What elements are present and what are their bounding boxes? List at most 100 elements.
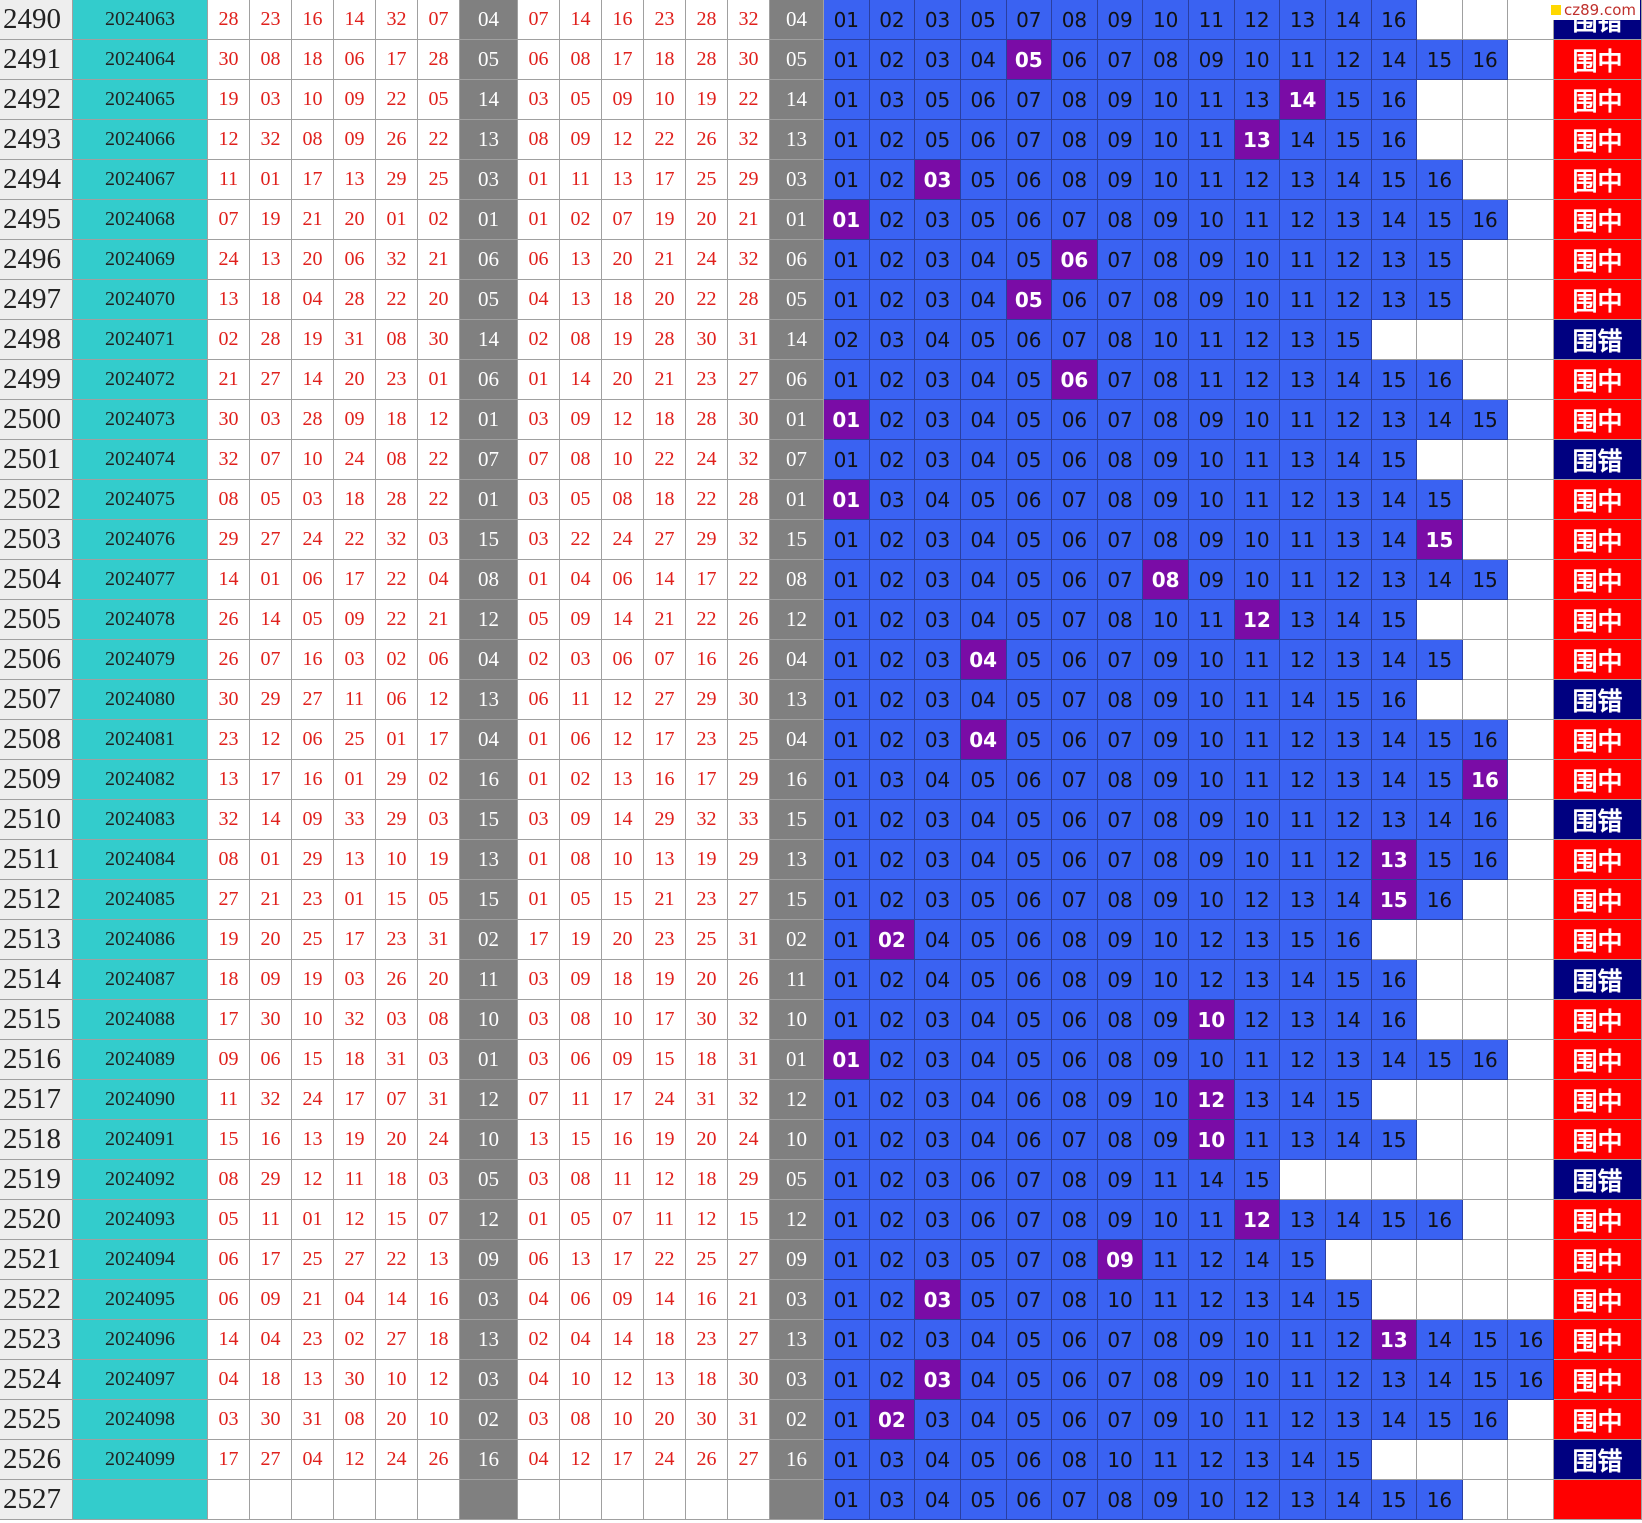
draw-number: 11 xyxy=(334,680,376,720)
watermark-text: cz89.com xyxy=(1563,1,1636,19)
sorted-number: 19 xyxy=(686,840,728,880)
candidate-hit: 10 xyxy=(1189,1000,1235,1040)
candidate-number: 15 xyxy=(1325,1080,1372,1120)
result-badge: 围中 xyxy=(1554,1200,1642,1240)
draw-number: 32 xyxy=(376,240,418,280)
sorted-number: 16 xyxy=(644,760,686,800)
sorted-number: 06 xyxy=(602,640,644,680)
candidate-number: 14 xyxy=(1417,800,1463,840)
draw-number: 10 xyxy=(418,1400,460,1440)
sorted-number: 24 xyxy=(686,240,728,280)
draw-number: 08 xyxy=(334,1400,376,1440)
draw-number: 18 xyxy=(334,1040,376,1080)
sorted-number: 24 xyxy=(644,1080,686,1120)
sorted-number: 05 xyxy=(560,80,602,120)
candidate-number: 09 xyxy=(1097,160,1144,200)
special-number: 11 xyxy=(460,960,518,1000)
candidate-number: 01 xyxy=(824,680,870,720)
sorted-number: 30 xyxy=(728,680,770,720)
draw-number: 09 xyxy=(334,120,376,160)
candidate-number: 09 xyxy=(1143,720,1189,760)
row-number: 2503 xyxy=(0,520,73,560)
candidate-number: 04 xyxy=(960,520,1007,560)
table-row: 2511 2024084 08 01 29 13 10 19 13 01 08 10 13 19 29 13 0… xyxy=(0,840,1642,880)
special-number: 04 xyxy=(460,0,518,40)
draw-number: 05 xyxy=(208,1200,250,1240)
sorted-number: 06 xyxy=(518,240,560,280)
special-number-repeat: 03 xyxy=(770,160,824,200)
draw-number: 17 xyxy=(376,40,418,80)
special-number-repeat: 16 xyxy=(770,760,824,800)
draw-number: 09 xyxy=(334,400,376,440)
draw-number: 30 xyxy=(250,1000,292,1040)
candidate-number: 10 xyxy=(1189,480,1235,520)
candidate-number: 12 xyxy=(1234,1000,1281,1040)
issue-number: 2024071 xyxy=(73,320,208,360)
sorted-number: 12 xyxy=(602,680,644,720)
draw-number: 03 xyxy=(418,1040,460,1080)
draw-number: 27 xyxy=(250,1440,292,1480)
special-number: 13 xyxy=(460,840,518,880)
draw-number: 30 xyxy=(418,320,460,360)
draw-number: 32 xyxy=(334,1000,376,1040)
draw-number: 17 xyxy=(208,1440,250,1480)
candidate-number: 09 xyxy=(1189,1320,1235,1360)
candidate-number: 16 xyxy=(1462,800,1509,840)
row-number: 2496 xyxy=(0,240,73,280)
candidate-number: 10 xyxy=(1234,840,1281,880)
issue-number: 2024099 xyxy=(73,1440,208,1480)
special-number: 10 xyxy=(460,1120,518,1160)
empty-cell xyxy=(1417,320,1463,360)
draw-number: 08 xyxy=(376,320,418,360)
candidate-number: 08 xyxy=(1052,0,1098,40)
draw-number: 17 xyxy=(418,720,460,760)
watermark: cz89.com xyxy=(1546,0,1640,20)
empty-cell xyxy=(1508,120,1554,160)
candidate-number: 09 xyxy=(1097,120,1144,160)
candidate-number: 05 xyxy=(960,320,1007,360)
draw-number: 22 xyxy=(418,120,460,160)
draw-number: 12 xyxy=(208,120,250,160)
candidate-number: 01 xyxy=(824,0,870,40)
result-badge: 围中 xyxy=(1554,80,1642,120)
draw-number: 03 xyxy=(334,960,376,1000)
candidate-number: 12 xyxy=(1280,640,1326,680)
table-row: 2499 2024072 21 27 14 20 23 01 06 01 14 20 21 23 27 06 0… xyxy=(0,360,1642,400)
table-row: 2504 2024077 14 01 06 17 22 04 08 01 04 06 14 17 22 08 0… xyxy=(0,560,1642,600)
candidate-hit: 06 xyxy=(1052,240,1098,280)
candidate-number: 13 xyxy=(1280,440,1326,480)
candidate-number: 14 xyxy=(1325,600,1372,640)
draw-number: 14 xyxy=(250,600,292,640)
row-number: 2508 xyxy=(0,720,73,760)
special-number-repeat: 02 xyxy=(770,1400,824,1440)
result-badge: 围中 xyxy=(1554,1000,1642,1040)
empty-cell xyxy=(1462,160,1509,200)
draw-number: 07 xyxy=(250,640,292,680)
candidate-number: 12 xyxy=(1189,960,1235,1000)
table-row: 2502 2024075 08 05 03 18 28 22 01 03 05 08 18 22 28 01 0… xyxy=(0,480,1642,520)
candidate-number: 09 xyxy=(1143,1040,1189,1080)
special-number-repeat: 13 xyxy=(770,680,824,720)
candidate-number: 14 xyxy=(1371,520,1418,560)
sorted-number: 04 xyxy=(518,280,560,320)
candidate-number: 06 xyxy=(1052,520,1098,560)
sorted-number: 17 xyxy=(602,1440,644,1480)
candidate-number: 08 xyxy=(1097,1000,1144,1040)
empty-cell xyxy=(1508,1120,1554,1160)
candidate-number: 01 xyxy=(824,1120,870,1160)
candidate-number: 08 xyxy=(1143,800,1189,840)
sorted-number: 31 xyxy=(728,320,770,360)
candidate-number: 02 xyxy=(869,360,916,400)
candidate-number: 08 xyxy=(1097,760,1144,800)
empty-cell xyxy=(1417,960,1463,1000)
candidate-number: 15 xyxy=(1234,1160,1281,1200)
candidate-number: 10 xyxy=(1234,240,1281,280)
draw-number: 03 xyxy=(418,1160,460,1200)
candidate-number: 03 xyxy=(915,1160,961,1200)
empty-cell xyxy=(1508,1280,1554,1320)
draw-number: 14 xyxy=(292,360,334,400)
draw-number: 12 xyxy=(418,680,460,720)
empty-cell xyxy=(1417,1440,1463,1480)
candidate-number: 05 xyxy=(1006,720,1053,760)
candidate-number: 10 xyxy=(1234,1360,1281,1400)
